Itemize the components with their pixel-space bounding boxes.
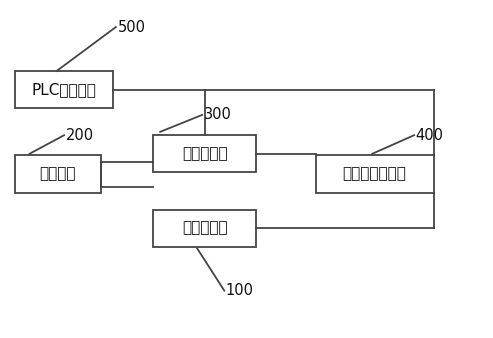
Text: 机器人本体: 机器人本体 <box>182 221 227 236</box>
Bar <box>15 71 113 108</box>
Bar <box>153 135 256 172</box>
Text: 滚边夹具台: 滚边夹具台 <box>182 146 227 161</box>
Text: 200: 200 <box>66 128 94 143</box>
Bar <box>316 155 434 193</box>
Text: 300: 300 <box>204 107 232 122</box>
Bar <box>153 210 256 247</box>
Bar <box>15 155 101 193</box>
Text: 滚头装置: 滚头装置 <box>39 167 76 182</box>
Text: 400: 400 <box>416 128 444 143</box>
Text: 机器人控制装置: 机器人控制装置 <box>343 167 407 182</box>
Text: 100: 100 <box>226 283 254 298</box>
Text: PLC控制装置: PLC控制装置 <box>32 82 97 97</box>
Text: 500: 500 <box>117 20 145 34</box>
